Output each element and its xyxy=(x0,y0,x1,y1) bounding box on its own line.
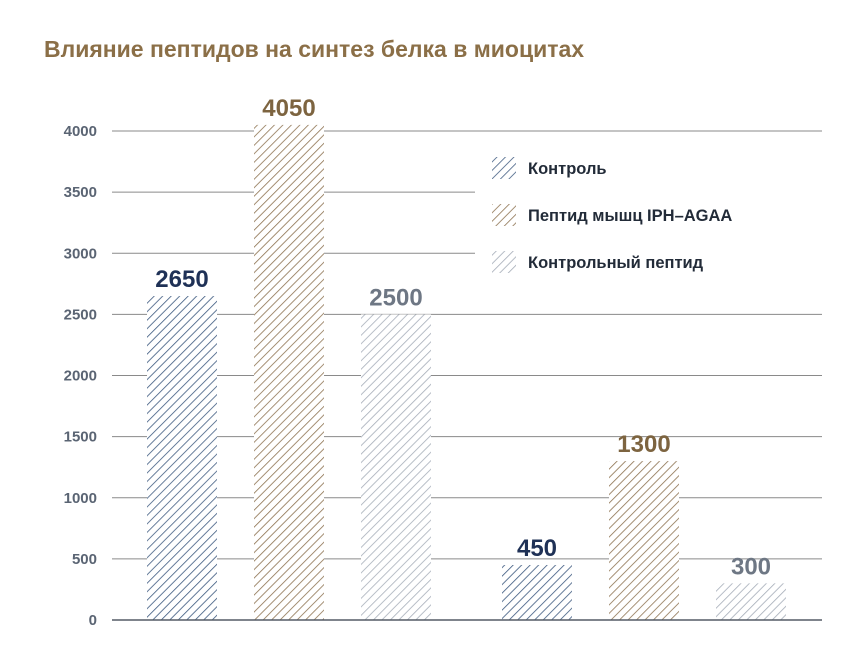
bars xyxy=(147,124,786,620)
chart-title: Влияние пептидов на синтез белка в миоци… xyxy=(44,36,584,62)
legend-label: Контроль xyxy=(528,160,607,178)
y-tick-label: 0 xyxy=(89,612,97,629)
y-axis: 0 500 1000 1500 2000 2500 3000 3500 4000 xyxy=(64,123,97,629)
y-tick-label: 2500 xyxy=(64,306,97,323)
legend: Контроль Пептид мышц IPH–AGAA Контрольный … xyxy=(492,157,732,273)
legend-swatch xyxy=(492,204,516,226)
bar xyxy=(609,461,679,620)
y-tick-label: 2000 xyxy=(64,368,97,385)
data-label: 1300 xyxy=(617,431,670,458)
y-tick-label: 3000 xyxy=(64,245,97,262)
data-label: 300 xyxy=(731,553,771,580)
y-tick-label: 3500 xyxy=(64,184,97,201)
legend-box xyxy=(475,140,822,290)
data-label: 450 xyxy=(517,535,557,562)
legend-label: Пептид мышц IPH–AGAA xyxy=(528,207,732,225)
y-tick-label: 1500 xyxy=(64,429,97,446)
bar xyxy=(254,124,324,620)
data-label: 2500 xyxy=(369,284,422,311)
bar xyxy=(716,583,786,620)
legend-swatch xyxy=(492,251,516,273)
data-label: 2650 xyxy=(155,266,208,293)
legend-background xyxy=(475,140,822,290)
bar xyxy=(502,564,572,620)
grid xyxy=(112,130,822,560)
data-labels: 2650 4050 2500 450 1300 300 xyxy=(155,95,771,580)
data-label: 4050 xyxy=(262,95,315,122)
legend-swatch xyxy=(492,157,516,179)
bar xyxy=(361,314,431,620)
y-tick-label: 500 xyxy=(72,551,97,568)
bar xyxy=(147,296,217,620)
legend-label: Контрольный пептид xyxy=(528,254,704,272)
y-tick-label: 1000 xyxy=(64,490,97,507)
y-tick-label: 4000 xyxy=(64,123,97,140)
